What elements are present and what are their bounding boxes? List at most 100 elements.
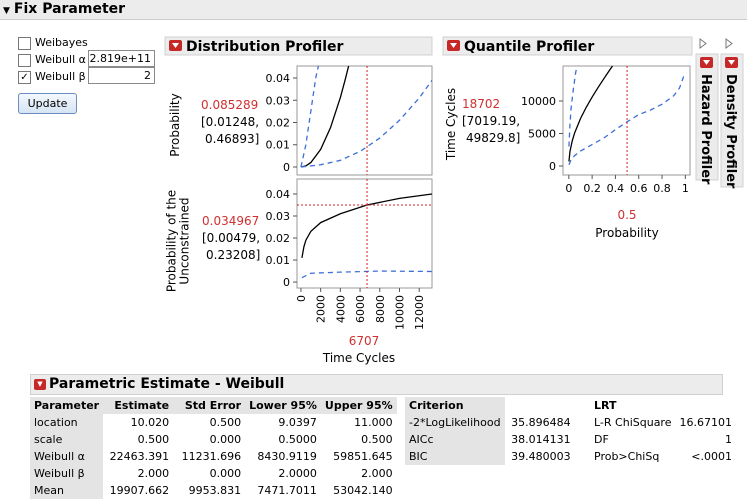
header-row: Parameter Estimate Std Error Lower 95% Upper… [30,397,397,414]
column-header: Parameter [30,397,104,414]
y-axis-label: Probability of the [165,190,179,292]
y-axis-label: Time Cycles [444,88,458,161]
y-tick-label: 0.04 [266,188,291,201]
x-tick-label: 1 [682,182,689,195]
cell: 53042.140 [333,484,393,497]
cell: Weibull α [30,448,104,465]
cell: Prob>ChiSq [594,450,660,463]
y-axis-label: Probability [168,93,182,156]
x-tick-label: 12000 [413,295,426,330]
table-row: scale 0.500 0.000 0.5000 0.500 [30,431,397,448]
panel-header [720,53,744,188]
y-tick-label: 5000 [528,127,556,140]
disclosure[interactable]: ▼ [3,6,10,16]
cell: DF [594,433,609,446]
profile-curve [301,270,432,279]
menu-arrow [450,43,457,48]
value-box[interactable]: 2.819e+11 [88,50,155,67]
cell: 16.67101 [679,416,732,429]
option-label: Weibull α [35,53,86,66]
cell: 9.0397 [278,416,317,429]
menu-arrow [172,43,179,48]
cell: 10.020 [130,416,170,429]
panel-header [695,53,719,181]
disclosure [725,38,733,49]
checkbox[interactable] [18,37,31,50]
x-tick-label: 0.2 [583,182,601,195]
table-row: L-R ChiSquare 16.67101 [590,414,736,431]
current-x-value: 6707 [349,334,380,348]
profile-curve [301,193,432,258]
title: Fix Parameter [13,1,126,17]
confidence-interval: 49829.8] [466,131,520,145]
column-header: Std Error [173,397,246,414]
column-header: Lower 95% [245,397,321,414]
cell: scale [30,431,104,448]
panel-title: Hazard Profiler [698,74,713,185]
y-tick-label: 10000 [521,95,556,108]
profile-curve [568,74,685,165]
y-tick-label: 0 [549,160,556,173]
cell: 0.5000 [278,433,317,446]
cell: <.0001 [691,450,732,463]
confidence-interval: [0.01248, [201,115,259,129]
x-axis-label: Probability [595,226,658,240]
profile-curve [568,66,578,147]
header-row: Criterion [405,397,575,414]
menu-arrow [728,60,735,65]
profile-curve [568,66,614,162]
cell: 2.000 [137,467,170,480]
table-row: Mean 19907.662 9953.831 7471.7011 53042.140 [30,482,397,499]
confidence-interval: [7019.19, [462,114,520,128]
cell: 38.014131 [511,433,571,446]
header-row: LRT [590,397,736,414]
cell: 0.000 [209,433,242,446]
cell: 11231.696 [181,450,242,463]
checkbox[interactable]: ✓ [18,71,31,84]
cell: Mean [30,482,104,499]
panel-title: Distribution Profiler [186,39,344,55]
x-tick-label: 10000 [393,295,406,330]
update-button[interactable]: Update [18,93,77,114]
x-tick-label: 4000 [334,295,347,323]
table-row: BIC 39.480003 [405,448,575,465]
table-row: Weibull α 22463.391 11231.696 8430.9119 5985… [30,448,397,465]
menu-icon[interactable]: ▼ [34,378,46,390]
section-title: Parametric Estimate - Weibull [49,376,285,392]
panel-title: Density Profiler [723,74,738,189]
current-x-value: 0.5 [617,208,636,222]
y-axis-label: Unconstrained [178,197,192,284]
cell: 8430.9119 [257,450,317,463]
x-tick-label: 0.4 [607,182,625,195]
table-row: DF 1 [590,431,736,448]
x-tick-label: 0.6 [630,182,648,195]
profile-curve [300,79,432,168]
checkbox[interactable] [18,54,31,67]
profile-curve [300,66,320,168]
confidence-interval: [0.00479, [202,231,260,245]
criterion-table: Criterion -2*LogLikelihood 35.896484 AICc 38… [405,397,575,465]
plot-frame [562,65,691,176]
option-label: Weibayes [35,36,88,49]
panel-header [164,36,433,56]
x-tick-label: 0 [565,182,572,195]
cell: 0.500 [137,433,170,446]
plot-frame [296,65,433,176]
x-tick-label: 8000 [374,295,387,323]
panel-title: Quantile Profiler [464,39,594,55]
table-row: Weibull β 2.000 0.000 2.0000 2.000 [30,465,397,482]
y-tick-label: 0.01 [266,139,291,152]
table-row: AICc 38.014131 [405,431,575,448]
y-tick-label: 0.02 [266,232,291,245]
x-tick-label: 6000 [354,295,367,323]
cell [675,397,736,414]
disclosure [699,38,707,49]
value-box[interactable]: 2 [88,67,155,84]
current-value: 0.085289 [201,98,258,112]
column-header: Estimate [103,397,174,414]
cell: 22463.391 [109,450,170,463]
cell: 1 [724,433,732,446]
cell: 0.000 [209,467,242,480]
